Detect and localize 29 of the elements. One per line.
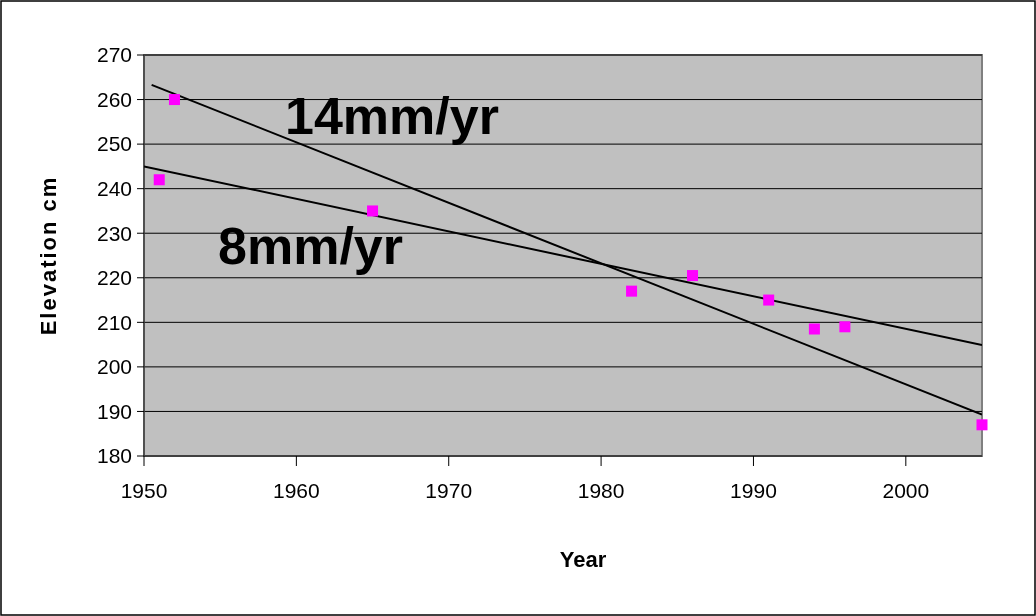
y-tick-label: 190 [96,399,132,423]
y-tick-label: 210 [96,310,132,334]
y-tick-label: 240 [96,177,132,201]
point [687,270,699,282]
y-axis-title: Elevation cm [36,175,61,336]
y-tick-label: 270 [96,43,132,67]
point [367,205,379,217]
y-tick-label: 250 [96,132,132,156]
point [839,321,851,333]
y-tick-label: 260 [96,87,132,111]
y-tick-label: 220 [96,266,132,290]
point [808,323,820,335]
y-tick-label: 180 [96,444,132,468]
y-tick-label: 230 [96,221,132,245]
y-tick-label: 200 [96,355,132,379]
point [976,419,988,431]
x-tick-label: 1950 [120,479,168,502]
point [763,294,775,306]
annotation: 14mm/yr [285,87,499,145]
point [626,285,638,297]
x-tick-label: 1990 [730,479,777,502]
x-tick-label: 2000 [882,479,930,502]
x-tick-label: 1970 [425,479,473,502]
point [153,174,165,186]
x-tick-label: 1980 [577,479,625,502]
x-axis-title: Year [559,547,607,572]
point [168,94,180,106]
annotation: 8mm/yr [218,217,403,275]
x-tick-label: 1960 [273,479,320,502]
